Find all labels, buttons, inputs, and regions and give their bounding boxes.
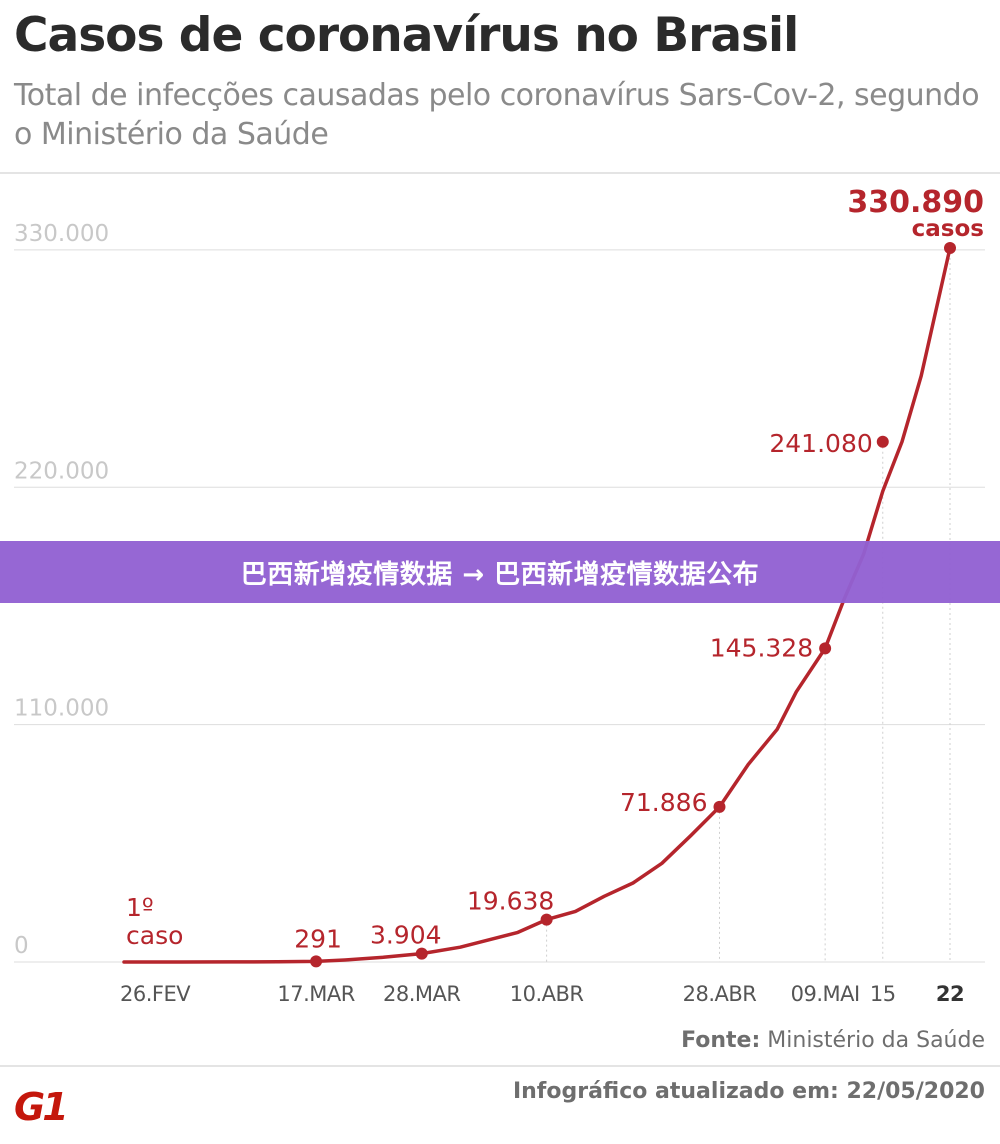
chart-subtitle: Total de infecções causadas pelo coronav… [14, 78, 980, 152]
data-label: 145.328 [710, 633, 813, 662]
grid-layer [14, 248, 985, 963]
data-point [310, 955, 323, 968]
updated-date: Infográfico atualizado em: 22/05/2020 [512, 1079, 985, 1104]
x-tick-label: 10.ABR [510, 982, 584, 1006]
chart-title: Casos de coronavírus no Brasil [14, 8, 799, 63]
data-point [415, 947, 428, 960]
g1-logo: G1 [14, 1085, 76, 1125]
logo-text: G1 [14, 1085, 66, 1125]
data-point [540, 913, 553, 926]
y-tick-label: 0 [14, 933, 29, 959]
overlay-banner: 巴西新增疫情数据 → 巴西新增疫情数据公布 [0, 541, 1000, 603]
data-point [713, 800, 726, 813]
x-tick-label: 26.FEV [120, 982, 191, 1006]
data-label-caption: casos [912, 216, 984, 242]
x-tick-label: 28.ABR [683, 982, 757, 1006]
data-label: 241.080 [769, 429, 872, 458]
data-point [819, 642, 832, 655]
series-line [122, 246, 952, 964]
source-credit: Fonte: Ministério da Saúde [681, 1028, 985, 1053]
footer-divider [0, 1065, 1000, 1067]
source-value: Ministério da Saúde [767, 1028, 985, 1053]
y-tick-label: 330.000 [14, 221, 109, 247]
data-point [876, 435, 889, 448]
data-label: 291 [294, 924, 342, 953]
x-tick-label: 22 [936, 982, 964, 1006]
header-divider [0, 172, 1000, 174]
y-tick-label: 220.000 [14, 458, 109, 484]
data-label-caption: caso [126, 921, 183, 950]
y-tick-label: 110.000 [14, 696, 109, 722]
data-label: 19.638 [467, 887, 554, 916]
x-tick-label: 09.MAI [791, 982, 860, 1006]
x-tick-label: 17.MAR [277, 982, 354, 1006]
highlight-points-layer [310, 242, 956, 968]
x-tick-label: 15 [870, 982, 896, 1006]
data-label: 71.886 [620, 788, 707, 817]
series-line-layer [122, 246, 952, 964]
data-label: 1º [126, 893, 154, 922]
data-point [944, 242, 956, 254]
source-label: Fonte: [681, 1028, 761, 1053]
data-label: 3.904 [370, 921, 442, 950]
x-tick-label: 28.MAR [383, 982, 460, 1006]
data-label: 330.890 [847, 185, 984, 220]
